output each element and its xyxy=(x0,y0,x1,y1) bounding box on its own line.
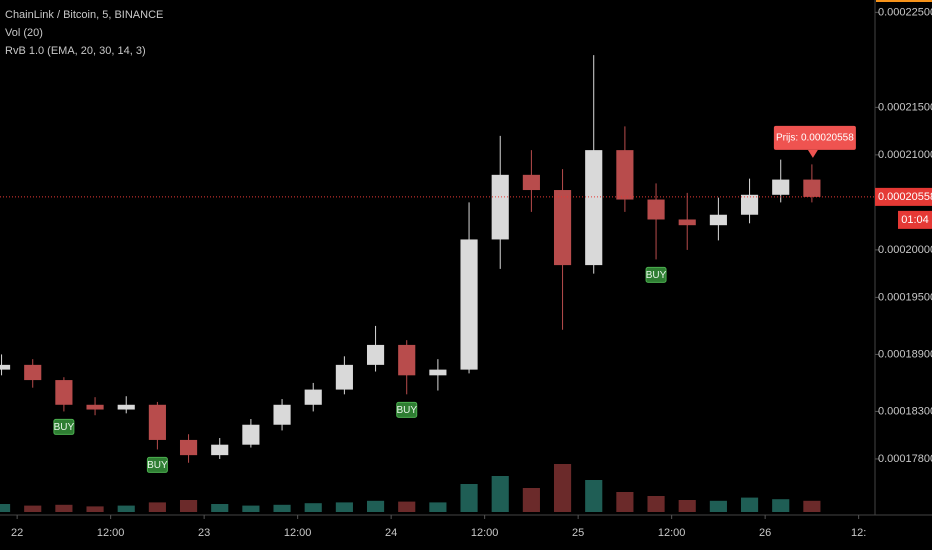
buy-marker xyxy=(396,401,418,418)
volume-bar xyxy=(678,500,696,512)
candle-body xyxy=(148,404,166,440)
volume-bar xyxy=(335,502,353,512)
price-tooltip-box xyxy=(773,125,856,150)
volume-bar xyxy=(429,502,447,512)
candle-body xyxy=(0,364,11,370)
candle-body xyxy=(86,404,104,410)
candle-body xyxy=(585,150,603,266)
candle-body xyxy=(709,214,727,226)
volume-bar xyxy=(616,492,634,512)
buy-marker xyxy=(645,266,667,283)
volume-bar xyxy=(304,503,322,512)
buy-label: BUY xyxy=(147,460,168,471)
volume-bar xyxy=(585,480,603,512)
x-tick-label: 12:00 xyxy=(471,527,499,539)
x-tick-label: 12:00 xyxy=(284,527,312,539)
volume-bar xyxy=(242,505,260,512)
last-price-box xyxy=(875,187,932,206)
candle-body xyxy=(772,179,790,195)
candle-body xyxy=(366,344,385,365)
candle-body xyxy=(740,194,759,215)
volume-bar xyxy=(24,505,42,512)
buy-label: BUY xyxy=(646,270,667,281)
candle-body xyxy=(335,364,353,390)
price-tooltip-pointer xyxy=(807,149,818,158)
buy-marker xyxy=(53,418,75,435)
candle-body xyxy=(460,239,478,370)
x-tick-label: 12:00 xyxy=(658,527,686,539)
candle-body xyxy=(55,380,73,405)
volume-bar xyxy=(86,506,104,512)
y-tick-label: 0.00021000 xyxy=(878,149,932,161)
volume-bar xyxy=(647,496,665,512)
x-tick-label: 12:00 xyxy=(97,527,125,539)
buy-label: BUY xyxy=(396,405,417,416)
candle-body xyxy=(647,199,665,220)
candle-body xyxy=(24,364,42,381)
volume-bar xyxy=(772,499,790,512)
last-price-label: 0.00020558 xyxy=(878,191,932,203)
price-tooltip: Prijs: 0.00020558 xyxy=(776,133,854,144)
candle-body xyxy=(211,444,229,456)
x-tick-label: 24 xyxy=(385,527,397,539)
x-tick-label: 23 xyxy=(198,527,210,539)
volume-bar xyxy=(117,505,135,512)
volume-bar xyxy=(211,504,229,512)
y-tick-label: 0.00019500 xyxy=(878,291,932,303)
candle-body xyxy=(491,174,509,240)
candle-body xyxy=(304,389,322,405)
y-tick-label: 0.00018900 xyxy=(878,348,932,360)
y-tick-label: 0.00022500 xyxy=(878,6,932,18)
candle-body xyxy=(803,179,821,197)
y-tick-label: 0.00021500 xyxy=(878,101,932,113)
volume-bar xyxy=(273,504,291,512)
candle-body xyxy=(678,219,696,226)
countdown-box xyxy=(898,210,932,229)
volume-bar xyxy=(0,504,11,512)
volume-bar xyxy=(179,500,198,512)
chart-title: ChainLink / Bitcoin, 5, BINANCE xyxy=(5,9,163,21)
y-tick-label: 0.00018300 xyxy=(878,405,932,417)
countdown-label: 01:04 xyxy=(901,214,929,226)
indicator-label: Vol (20) xyxy=(5,27,43,39)
y-tick-label: 0.00020000 xyxy=(878,244,932,256)
volume-bar xyxy=(55,504,73,512)
y-tick-label: 0.00017800 xyxy=(878,453,932,465)
volume-bar xyxy=(491,476,509,512)
x-tick-label: 12: xyxy=(851,527,866,539)
indicator-label: RvB 1.0 (EMA, 20, 30, 14, 3) xyxy=(5,45,146,57)
candle-body xyxy=(429,369,447,376)
buy-label: BUY xyxy=(54,422,75,433)
volume-bar xyxy=(366,500,385,512)
x-tick-label: 25 xyxy=(572,527,584,539)
volume-bar xyxy=(522,488,540,512)
candle-body xyxy=(242,424,260,445)
buy-marker xyxy=(146,456,168,473)
candle-body xyxy=(616,150,634,200)
x-tick-label: 26 xyxy=(759,527,771,539)
volume-bar xyxy=(148,502,166,512)
volume-bar xyxy=(709,500,727,512)
volume-bar xyxy=(803,500,821,512)
volume-bar xyxy=(460,484,478,512)
candle-body xyxy=(522,174,540,191)
candle-body xyxy=(179,439,198,456)
x-tick-label: 22 xyxy=(11,527,23,539)
candle-body xyxy=(398,344,416,376)
candle-body xyxy=(273,404,291,425)
candle-body xyxy=(553,190,572,266)
volume-bar xyxy=(740,497,759,512)
volume-bar xyxy=(398,501,416,512)
axis-accent xyxy=(876,0,932,2)
volume-bar xyxy=(553,464,572,512)
candle-body xyxy=(117,404,135,410)
